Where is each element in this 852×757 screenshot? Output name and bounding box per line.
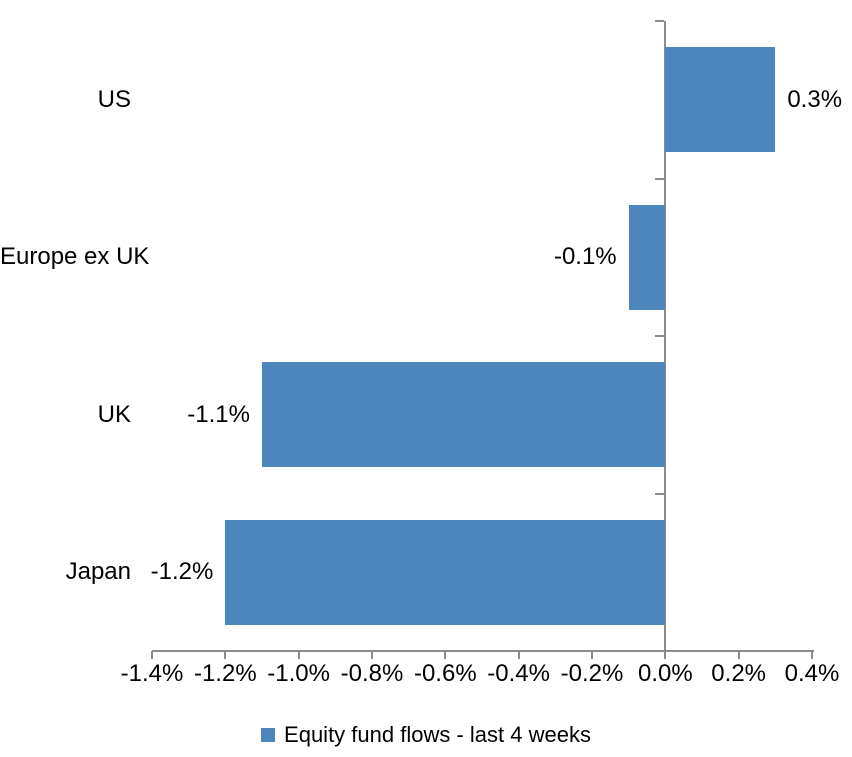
y-axis-category-tick <box>655 20 665 22</box>
y-axis-category-tick <box>655 650 665 652</box>
x-tick <box>664 651 667 659</box>
data-label-europe-ex-uk: -0.1% <box>553 243 617 271</box>
x-tick-label: -0.8% <box>340 660 404 687</box>
x-tick <box>224 651 227 659</box>
data-label-uk: -1.1% <box>187 400 250 428</box>
y-axis-category-tick <box>655 335 665 337</box>
category-label-uk: UK <box>97 400 131 428</box>
y-axis-category-tick <box>655 177 665 180</box>
x-axis-line <box>152 650 814 652</box>
legend-series-label: Equity fund flows - last 4 weeks <box>284 722 591 747</box>
bar-japan <box>225 519 666 625</box>
x-tick-label: 0.4% <box>784 660 840 687</box>
x-tick-label: -0.4% <box>487 660 550 687</box>
x-tick <box>151 651 153 659</box>
x-tick <box>517 651 520 659</box>
bar-uk <box>262 362 666 468</box>
x-tick-label: -0.6% <box>413 660 477 687</box>
x-tick-label: -1.0% <box>267 660 330 687</box>
data-label-japan: -1.2% <box>150 558 214 586</box>
bar-europe-ex-uk <box>628 204 666 310</box>
bar-us <box>665 47 776 153</box>
x-tick <box>371 651 373 659</box>
x-tick-label: -0.2% <box>560 660 624 687</box>
data-label-us: 0.3% <box>787 85 843 113</box>
y-axis-line <box>664 21 667 651</box>
x-tick <box>444 651 447 659</box>
x-tick <box>811 651 813 659</box>
x-tick-label: -1.2% <box>193 660 257 687</box>
legend-marker-square-icon <box>261 728 276 742</box>
legend: Equity fund flows - last 4 weeks <box>0 721 852 749</box>
category-label-us: US <box>97 85 131 113</box>
x-tick <box>737 651 740 659</box>
x-tick-label: 0.2% <box>711 660 766 687</box>
category-label-japan: Japan <box>65 558 131 586</box>
x-tick-label: -1.4% <box>120 660 184 687</box>
y-axis-category-tick <box>655 492 665 495</box>
x-tick <box>591 651 593 659</box>
category-label-europe-ex-uk: Europe ex UK <box>0 243 150 271</box>
x-tick-label: 0.0% <box>637 660 693 687</box>
x-tick <box>297 651 300 659</box>
